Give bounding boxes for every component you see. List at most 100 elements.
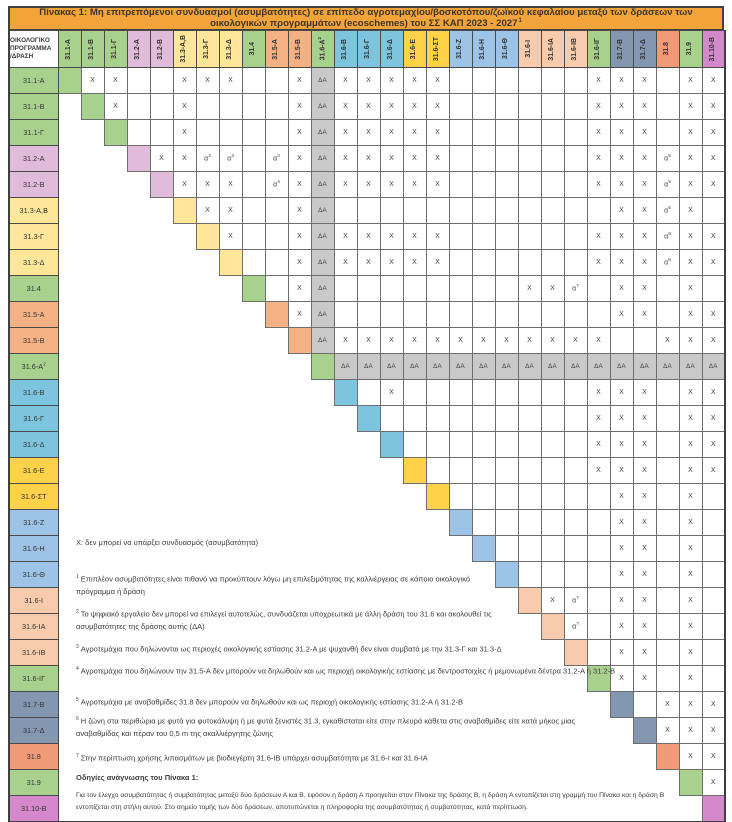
diagonal-cell-31.6-Δ bbox=[379, 431, 404, 458]
matrix-cell-31.6-Γ-31.6-Δ bbox=[379, 405, 404, 432]
empty-area-cell bbox=[357, 795, 380, 822]
matrix-cell-31.6-Γ-31.10-Β: X bbox=[701, 405, 726, 432]
matrix-cell-31.2-Α-31.6-Ζ bbox=[448, 145, 473, 172]
matrix-cell-31.2-Β-31.5-Β: X bbox=[287, 171, 312, 198]
matrix-cell-31.1-Α-31.7-Δ: X bbox=[632, 67, 657, 94]
matrix-cell-31.6-Γ-31.7-Β: X bbox=[609, 405, 634, 432]
empty-area-cell bbox=[219, 795, 242, 822]
matrix-cell-31.5-Β-31.6-Ζ: X bbox=[448, 327, 473, 354]
matrix-cell-31.2-Β-31.6-Δ: X bbox=[379, 171, 404, 198]
matrix-row-31.5-Α: 31.5-Α X ΔΑ X X X X bbox=[8, 301, 726, 328]
matrix-cell-31.6-Θ-31.9: X bbox=[678, 561, 703, 588]
matrix-cell-31.6-Γ-31.6-Ι bbox=[517, 405, 542, 432]
matrix-row-31.6-Ε: 31.6-Ε X X X X X bbox=[8, 457, 726, 484]
diagonal-cell-31.6-Θ bbox=[494, 561, 519, 588]
empty-area-cell bbox=[311, 509, 334, 536]
empty-area-cell bbox=[104, 691, 127, 718]
empty-area-cell bbox=[104, 665, 127, 692]
column-header-31.3-Δ: 31.3-Δ bbox=[218, 30, 243, 68]
empty-area-cell bbox=[495, 587, 518, 614]
diagonal-cell-31.7-Β bbox=[609, 691, 634, 718]
empty-area-cell bbox=[104, 145, 127, 172]
matrix-cell-31.6-Ζ-31.6-ΙΑ bbox=[540, 509, 565, 536]
matrix-cell-31.1-Β-31.2-Β bbox=[149, 93, 174, 120]
empty-area-cell bbox=[196, 717, 219, 744]
empty-area-cell bbox=[150, 275, 173, 302]
corner-header: ΟΙΚΟΛΟΓΙΚΟ ΠΡΟΓΡΑΜΜΑ/ΔΡΑΣΗ bbox=[8, 30, 59, 68]
matrix-cell-31.1-Γ-31.4 bbox=[241, 119, 266, 146]
empty-area-cell bbox=[104, 717, 127, 744]
matrix-cell-31.2-Α-31.6-ΙΑ bbox=[540, 145, 565, 172]
empty-area-cell bbox=[357, 665, 380, 692]
empty-area-cell bbox=[495, 665, 518, 692]
matrix-cell-31.4-31.10-Β bbox=[701, 275, 726, 302]
matrix-cell-31.1-Α-31.10-Β: X bbox=[701, 67, 726, 94]
empty-area-cell bbox=[541, 769, 564, 796]
matrix-cell-31.3-Α,Β-31.5-Β: X bbox=[287, 197, 312, 224]
empty-area-cell bbox=[357, 587, 380, 614]
matrix-cell-31.1-Β-31.5-Α bbox=[264, 93, 289, 120]
table-title-footnote-marker: 1 bbox=[518, 18, 522, 25]
empty-area-cell bbox=[173, 457, 196, 484]
matrix-cell-31.1-Α-31.5-Α bbox=[264, 67, 289, 94]
matrix-cell-31.1-Α-31.1-Γ: X bbox=[103, 67, 128, 94]
matrix-cell-31.6-Ε-31.6-Ζ bbox=[448, 457, 473, 484]
empty-area-cell bbox=[380, 795, 403, 822]
empty-area-cell bbox=[242, 665, 265, 692]
matrix-cell-31.4-31.7-Β: X bbox=[609, 275, 634, 302]
row-label-31.5-Α: 31.5-Α bbox=[8, 301, 59, 328]
empty-area-cell bbox=[265, 613, 288, 640]
matrix-cell-31.6-Δ-31.6-Ε bbox=[402, 431, 427, 458]
matrix-cell-31.6-ΙΒ-31.6-ΙΓ bbox=[586, 639, 611, 666]
empty-area-cell bbox=[219, 587, 242, 614]
empty-area-cell bbox=[196, 795, 219, 822]
empty-area-cell bbox=[150, 769, 173, 796]
matrix-cell-31.5-Β-31.10-Β: X bbox=[701, 327, 726, 354]
empty-area-cell bbox=[173, 587, 196, 614]
matrix-cell-31.3-Γ-31.4 bbox=[241, 223, 266, 250]
diagonal-cell-31.6-Γ bbox=[356, 405, 381, 432]
matrix-cell-31.6-Α-31.6-Δ: ΔΑ bbox=[379, 353, 404, 380]
matrix-cell-31.6-ΣΤ-31.6-Θ bbox=[494, 483, 519, 510]
empty-area-cell bbox=[334, 665, 357, 692]
empty-area-cell bbox=[311, 431, 334, 458]
empty-area-cell bbox=[58, 665, 81, 692]
matrix-cell-31.6-Γ-31.6-ΣΤ bbox=[425, 405, 450, 432]
matrix-cell-31.6-Δ-31.6-Θ bbox=[494, 431, 519, 458]
matrix-cell-31.6-Η-31.7-Δ: X bbox=[632, 535, 657, 562]
matrix-cell-31.5-Β-31.6-Θ: X bbox=[494, 327, 519, 354]
matrix-cell-31.5-Β-31.6-ΙΓ: X bbox=[586, 327, 611, 354]
empty-area-cell bbox=[472, 587, 495, 614]
empty-area-cell bbox=[196, 301, 219, 328]
matrix-cell-31.5-Β-31.7-Δ bbox=[632, 327, 657, 354]
empty-area-cell bbox=[541, 665, 564, 692]
matrix-cell-31.6-Β-31.10-Β: X bbox=[701, 379, 726, 406]
matrix-cell-31.5-Α-31.7-Β: X bbox=[609, 301, 634, 328]
matrix-cell-31.5-Α-31.6-ΣΤ bbox=[425, 301, 450, 328]
empty-area-cell bbox=[127, 249, 150, 276]
matrix-cell-31.5-Α-31.6-Ι bbox=[517, 301, 542, 328]
matrix-cell-31.1-Β-31.9: X bbox=[678, 93, 703, 120]
matrix-cell-31.1-Α-31.6-Α: ΔΑ bbox=[310, 67, 335, 94]
empty-area-cell bbox=[311, 483, 334, 510]
empty-area-cell bbox=[357, 457, 380, 484]
diagonal-cell-31.6-Ζ bbox=[448, 509, 473, 536]
empty-area-cell bbox=[219, 457, 242, 484]
empty-area-cell bbox=[380, 457, 403, 484]
column-header-31.6-Ι: 31.6-Ι bbox=[517, 30, 542, 68]
matrix-cell-31.6-Α-31.10-Β: ΔΑ bbox=[701, 353, 726, 380]
diagonal-cell-31.8 bbox=[655, 743, 680, 770]
empty-area-cell bbox=[587, 769, 610, 796]
empty-area-cell bbox=[81, 561, 104, 588]
matrix-cell-31.4-31.6-Δ bbox=[379, 275, 404, 302]
empty-area-cell bbox=[403, 639, 426, 666]
matrix-cell-31.2-Β-31.8: α5 bbox=[655, 171, 680, 198]
empty-area-cell bbox=[380, 561, 403, 588]
matrix-cell-31.4-31.6-ΙΑ: X bbox=[540, 275, 565, 302]
empty-area-cell bbox=[150, 457, 173, 484]
diagonal-cell-31.3-Δ bbox=[218, 249, 243, 276]
matrix-cell-31.1-Γ-31.2-Β bbox=[149, 119, 174, 146]
empty-area-cell bbox=[633, 743, 656, 770]
row-label-31.1-Α: 31.1-Α bbox=[8, 67, 59, 94]
empty-area-cell bbox=[104, 171, 127, 198]
